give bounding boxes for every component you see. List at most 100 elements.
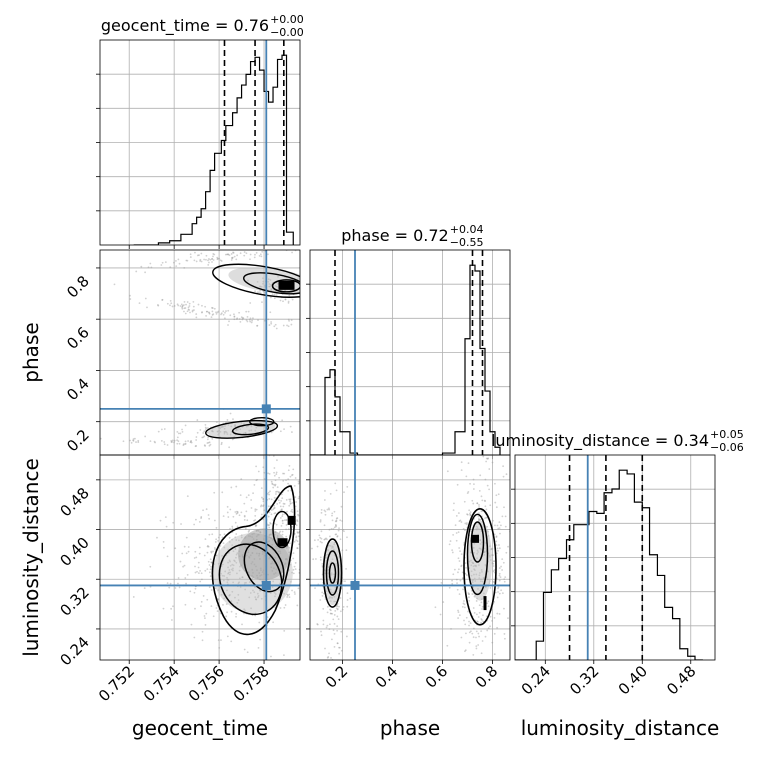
sample-point: [162, 540, 165, 543]
sample-point: [234, 548, 237, 551]
sample-point: [345, 635, 348, 638]
sample-point: [492, 554, 494, 557]
sample-point: [305, 550, 307, 552]
sample-point: [164, 516, 167, 519]
sample-point: [189, 590, 192, 593]
sample-point: [182, 565, 184, 568]
sample-point: [460, 553, 463, 556]
sample-point: [336, 535, 339, 538]
sample-point: [335, 525, 337, 528]
sample-point: [169, 304, 171, 307]
sample-point: [455, 578, 458, 581]
sample-point: [279, 582, 281, 585]
sample-point: [320, 617, 322, 619]
sample-point: [282, 502, 285, 505]
sample-point: [138, 302, 141, 305]
sample-point: [206, 438, 209, 441]
sample-point: [226, 419, 229, 421]
sample-point: [253, 519, 255, 522]
sample-point: [297, 480, 300, 483]
sample-point: [239, 494, 242, 496]
sample-point: [287, 325, 290, 328]
sample-point: [201, 630, 204, 633]
sample-point: [500, 565, 502, 568]
sample-point: [229, 560, 231, 563]
sample-point: [193, 591, 196, 594]
sample-point: [464, 623, 467, 626]
sample-point: [248, 596, 251, 599]
sample-point: [282, 505, 285, 508]
sample-point: [199, 260, 202, 262]
sample-point: [287, 528, 290, 531]
sample-point: [326, 611, 329, 614]
sample-point: [294, 568, 297, 570]
sample-point: [243, 608, 246, 611]
sample-point: [333, 632, 336, 635]
sample-point: [318, 534, 321, 537]
sample-point: [185, 536, 188, 539]
sample-point: [439, 613, 442, 616]
sample-point: [234, 521, 237, 524]
sample-point: [476, 664, 478, 666]
sample-point: [241, 318, 244, 321]
sample-point: [446, 470, 449, 473]
sample-point: [263, 319, 266, 322]
sample-point: [322, 592, 325, 595]
sample-point: [305, 527, 307, 529]
sample-point: [170, 439, 173, 442]
sample-point: [236, 254, 239, 257]
sample-point: [460, 564, 463, 567]
sample-point: [279, 607, 282, 609]
sample-point: [295, 535, 298, 538]
sample-point: [269, 522, 272, 525]
sample-point: [511, 532, 513, 534]
sample-point: [195, 313, 198, 315]
sample-point: [346, 605, 349, 608]
sample-point: [313, 549, 315, 551]
sample-point: [226, 578, 229, 581]
sample-point: [200, 260, 203, 263]
sample-point: [254, 586, 256, 588]
sample-point: [479, 518, 482, 521]
sample-point: [176, 442, 179, 445]
sample-point: [208, 564, 211, 566]
sample-point: [240, 534, 243, 537]
sample-point: [320, 634, 323, 637]
sample-point: [491, 461, 494, 464]
sample-point: [238, 539, 240, 542]
sample-point: [236, 317, 239, 320]
sample-point: [306, 285, 308, 287]
sample-point: [465, 444, 467, 446]
sample-point: [205, 427, 208, 430]
sample-point: [199, 429, 202, 431]
sample-point: [203, 615, 206, 617]
sample-point: [307, 537, 309, 539]
sample-point: [231, 527, 234, 530]
sample-point: [307, 496, 309, 498]
sample-point: [451, 551, 454, 554]
sample-point: [242, 317, 245, 320]
sample-point: [169, 266, 172, 269]
sample-point: [306, 560, 308, 562]
sample-point: [240, 478, 243, 481]
sample-point: [494, 591, 497, 594]
sample-point: [323, 509, 326, 512]
sample-point: [290, 510, 293, 513]
sample-point: [481, 640, 484, 642]
sample-point: [211, 310, 214, 313]
sample-point: [195, 518, 197, 521]
sample-point: [207, 311, 210, 314]
sample-point: [452, 573, 455, 576]
sample-point: [459, 519, 462, 522]
sample-point: [449, 540, 452, 542]
sample-point: [297, 531, 300, 534]
sample-point: [232, 251, 234, 254]
sample-point: [283, 519, 286, 522]
sample-point: [511, 577, 513, 579]
sample-point: [229, 314, 232, 317]
sample-point: [289, 475, 292, 478]
sample-point: [232, 550, 235, 553]
contour-line: [205, 419, 279, 439]
sample-point: [478, 635, 480, 638]
